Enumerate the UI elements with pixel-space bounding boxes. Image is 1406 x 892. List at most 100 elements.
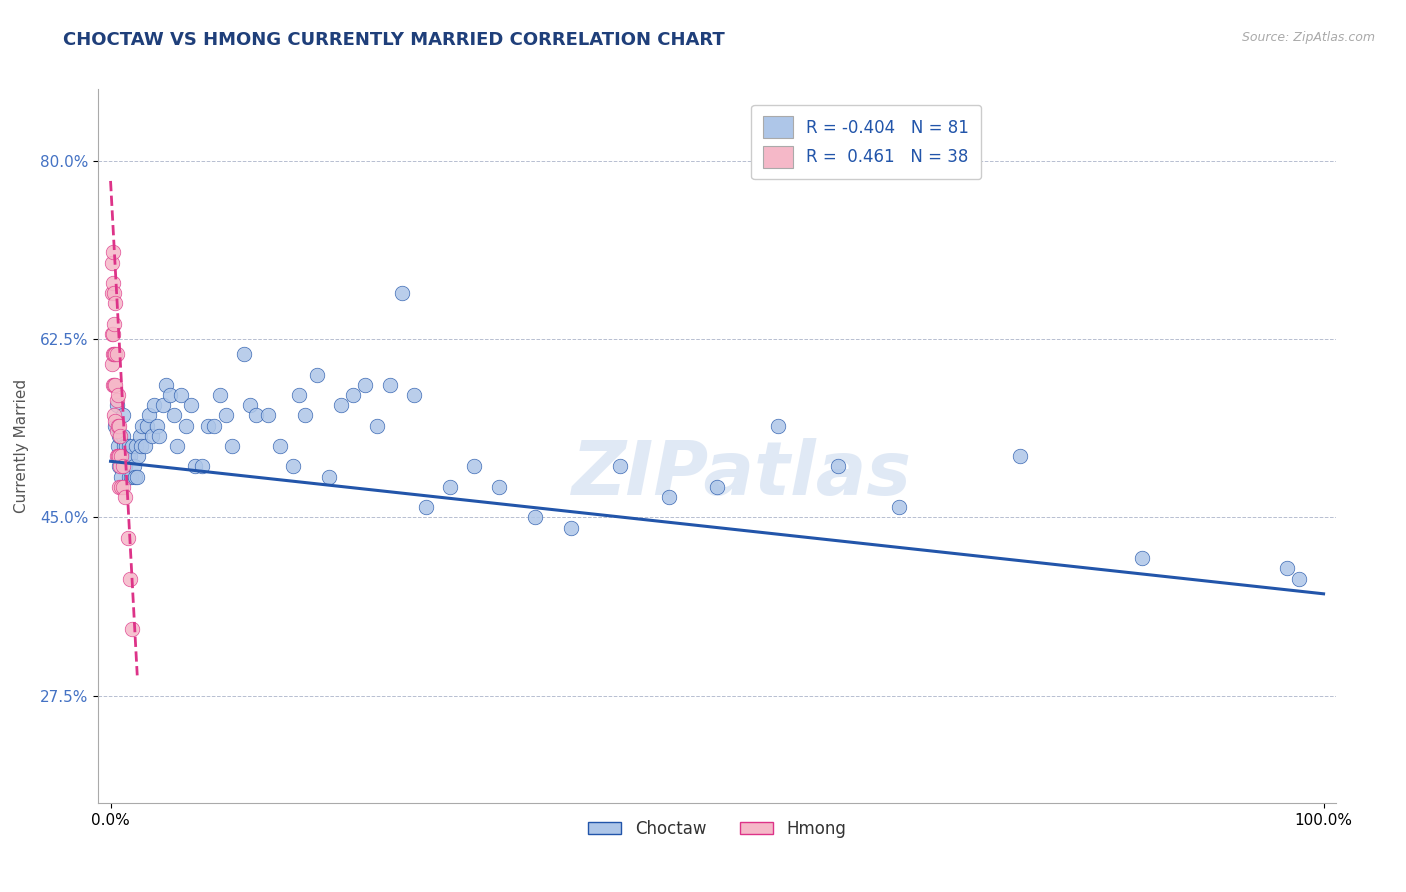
Point: [110, 449, 132, 463]
Point: [101, 276, 124, 290]
Point: [125, 439, 148, 453]
Point: [107, 439, 129, 453]
Point: [318, 469, 340, 483]
Point: [378, 377, 401, 392]
Point: [141, 429, 163, 443]
Point: [488, 480, 510, 494]
Point: [202, 418, 225, 433]
Point: [121, 623, 143, 637]
Point: [110, 469, 132, 483]
Point: [117, 449, 139, 463]
Point: [342, 388, 364, 402]
Point: [524, 510, 547, 524]
Point: [330, 398, 353, 412]
Text: ZIPatlas: ZIPatlas: [572, 438, 912, 511]
Point: [197, 418, 219, 433]
Point: [118, 449, 141, 463]
Point: [463, 459, 485, 474]
Point: [118, 439, 141, 453]
Point: [245, 409, 267, 423]
Point: [108, 429, 131, 443]
Point: [706, 480, 728, 494]
Point: [110, 459, 132, 474]
Point: [294, 409, 316, 423]
Point: [108, 418, 131, 433]
Point: [114, 490, 136, 504]
Point: [215, 409, 238, 423]
Point: [105, 398, 128, 412]
Point: [122, 459, 145, 474]
Point: [131, 418, 153, 433]
Point: [114, 459, 136, 474]
Point: [111, 429, 134, 443]
Point: [108, 480, 131, 494]
Point: [105, 393, 128, 408]
Point: [439, 480, 461, 494]
Point: [104, 377, 127, 392]
Point: [233, 347, 256, 361]
Point: [766, 418, 789, 433]
Point: [354, 377, 377, 392]
Legend: Choctaw, Hmong: Choctaw, Hmong: [581, 814, 853, 845]
Point: [208, 388, 231, 402]
Point: [121, 439, 143, 453]
Point: [100, 286, 122, 301]
Point: [159, 388, 181, 402]
Point: [145, 418, 167, 433]
Point: [104, 296, 127, 310]
Point: [127, 449, 149, 463]
Point: [162, 409, 184, 423]
Point: [100, 255, 122, 269]
Point: [101, 245, 124, 260]
Point: [148, 429, 170, 443]
Point: [609, 459, 631, 474]
Point: [103, 317, 125, 331]
Point: [110, 429, 132, 443]
Point: [117, 531, 139, 545]
Point: [110, 480, 132, 494]
Point: [129, 439, 152, 453]
Point: [1010, 449, 1032, 463]
Point: [127, 469, 149, 483]
Point: [108, 459, 131, 474]
Point: [118, 469, 141, 483]
Point: [269, 439, 291, 453]
Point: [1288, 572, 1310, 586]
Point: [103, 286, 125, 301]
Point: [305, 368, 328, 382]
Point: [281, 459, 304, 474]
Point: [415, 500, 437, 515]
Point: [560, 520, 582, 534]
Point: [115, 439, 138, 453]
Point: [155, 377, 177, 392]
Text: Source: ZipAtlas.com: Source: ZipAtlas.com: [1241, 31, 1375, 45]
Point: [110, 449, 132, 463]
Point: [827, 459, 849, 474]
Point: [105, 347, 128, 361]
Point: [1130, 551, 1153, 566]
Point: [184, 459, 207, 474]
Point: [101, 347, 124, 361]
Point: [657, 490, 679, 504]
Point: [287, 388, 309, 402]
Point: [128, 429, 150, 443]
Point: [107, 449, 129, 463]
Point: [107, 388, 129, 402]
Point: [239, 398, 262, 412]
Point: [112, 439, 135, 453]
Point: [100, 326, 122, 341]
Point: [100, 358, 122, 372]
Point: [103, 377, 125, 392]
Point: [1275, 561, 1298, 575]
Point: [103, 409, 125, 423]
Point: [107, 418, 129, 433]
Point: [108, 449, 131, 463]
Point: [136, 418, 159, 433]
Point: [174, 418, 197, 433]
Point: [402, 388, 425, 402]
Point: [180, 398, 202, 412]
Point: [101, 326, 124, 341]
Point: [111, 480, 134, 494]
Text: CHOCTAW VS HMONG CURRENTLY MARRIED CORRELATION CHART: CHOCTAW VS HMONG CURRENTLY MARRIED CORRE…: [63, 31, 725, 49]
Point: [257, 409, 280, 423]
